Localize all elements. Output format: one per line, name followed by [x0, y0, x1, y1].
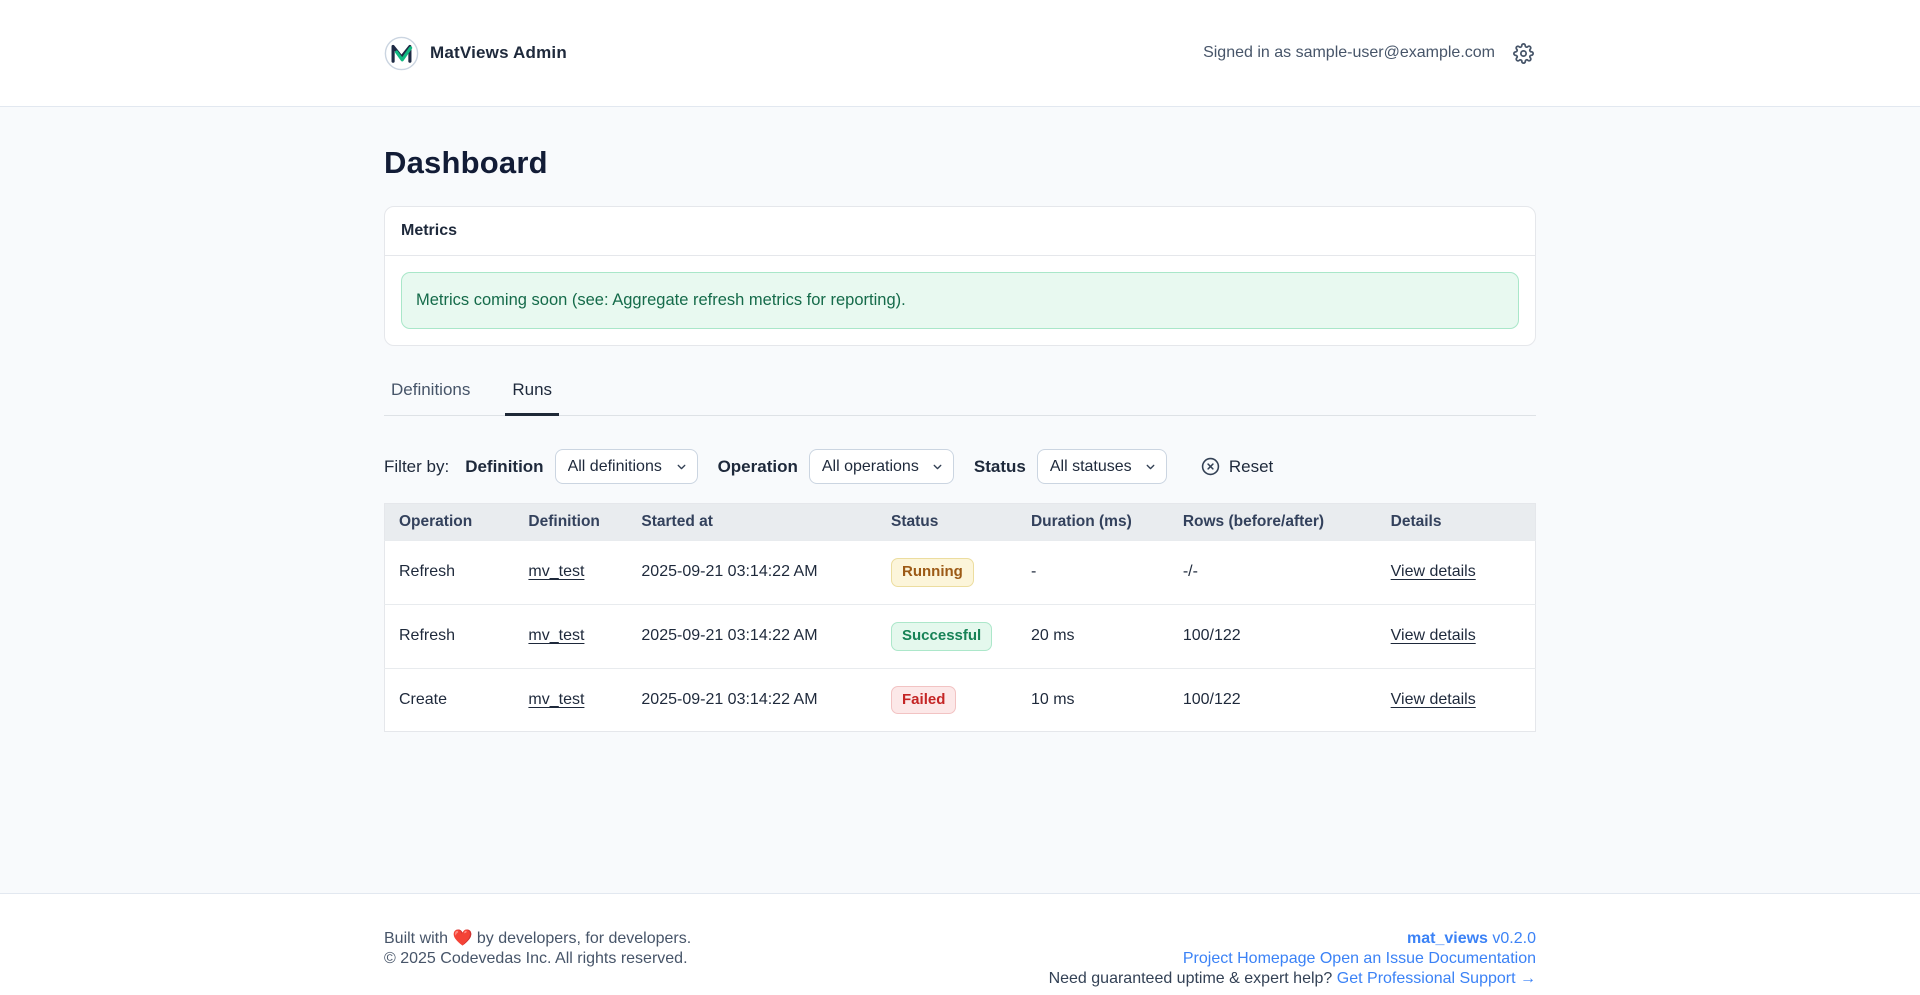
- col-started-at: Started at: [627, 503, 878, 541]
- table-row: Create mv_test 2025-09-21 03:14:22 AM Fa…: [384, 667, 1536, 732]
- started-at-cell: 2025-09-21 03:14:22 AM: [627, 540, 878, 605]
- table-header-row: Operation Definition Started at Status D…: [384, 503, 1536, 541]
- version-line: mat_views v0.2.0: [1049, 929, 1536, 949]
- professional-support-link[interactable]: Get Professional Support →: [1336, 970, 1536, 987]
- project-homepage-link[interactable]: Project Homepage: [1182, 950, 1316, 967]
- col-status: Status: [877, 503, 1017, 541]
- heart-icon: ❤️: [452, 930, 473, 947]
- built-with-line: Built with ❤️ by developers, for develop…: [384, 930, 692, 947]
- view-details-link[interactable]: View details: [1390, 627, 1476, 645]
- operation-filter-label: Operation: [717, 456, 798, 476]
- support-prefix: Need guaranteed uptime & expert help?: [1048, 970, 1333, 987]
- filter-by-label: Filter by:: [384, 456, 450, 476]
- matviews-logo-icon: [384, 36, 419, 70]
- operation-filter-select[interactable]: All operations: [808, 449, 954, 484]
- definition-link[interactable]: mv_test: [528, 690, 585, 708]
- metrics-card: Metrics Metrics coming soon (see: Aggreg…: [384, 206, 1536, 346]
- reset-filters-button[interactable]: Reset: [1201, 457, 1273, 477]
- rows-cell: 100/122: [1168, 667, 1377, 732]
- status-badge: Running: [891, 558, 974, 587]
- duration-cell: -: [1016, 540, 1169, 605]
- metrics-card-title: Metrics: [385, 207, 1535, 256]
- status-badge: Failed: [891, 685, 957, 715]
- view-details-link[interactable]: View details: [1390, 690, 1476, 708]
- duration-cell: 20 ms: [1016, 603, 1169, 668]
- rows-cell: 100/122: [1168, 603, 1377, 668]
- footer: Built with ❤️ by developers, for develop…: [0, 893, 1920, 995]
- started-at-cell: 2025-09-21 03:14:22 AM: [627, 603, 878, 668]
- view-details-link[interactable]: View details: [1390, 563, 1476, 581]
- tab-definitions[interactable]: Definitions: [384, 376, 477, 416]
- operation-cell: Create: [384, 667, 515, 732]
- brand: MatViews Admin: [384, 36, 567, 71]
- signed-in-text: Signed in as sample-user@example.com: [1203, 44, 1495, 61]
- tab-bar: Definitions Runs: [384, 376, 1536, 416]
- definition-filter-label: Definition: [465, 456, 544, 476]
- rows-cell: -/-: [1168, 540, 1377, 605]
- settings-button[interactable]: [1511, 41, 1536, 66]
- definition-filter-select[interactable]: All definitions: [554, 449, 698, 484]
- app-title: MatViews Admin: [430, 43, 567, 62]
- main-content: Dashboard Metrics Metrics coming soon (s…: [0, 107, 1920, 893]
- open-an-issue-link[interactable]: Open an Issue: [1319, 950, 1424, 967]
- project-name-link[interactable]: mat_views: [1407, 930, 1488, 947]
- app-header: MatViews Admin Signed in as sample-user@…: [0, 0, 1920, 107]
- page-title: Dashboard: [384, 145, 548, 180]
- status-filter-label: Status: [973, 456, 1026, 476]
- copyright-line: © 2025 Codevedas Inc. All rights reserve…: [384, 950, 688, 967]
- definition-link[interactable]: mv_test: [528, 563, 585, 581]
- table-row: Refresh mv_test 2025-09-21 03:14:22 AM R…: [384, 540, 1536, 605]
- operation-cell: Refresh: [384, 540, 515, 605]
- reset-label: Reset: [1228, 456, 1274, 476]
- col-details: Details: [1376, 503, 1536, 541]
- col-operation: Operation: [384, 503, 515, 541]
- x-circle-icon: [1201, 457, 1220, 476]
- col-rows: Rows (before/after): [1168, 503, 1377, 541]
- runs-table: Operation Definition Started at Status D…: [384, 503, 1536, 733]
- definition-link[interactable]: mv_test: [528, 627, 585, 645]
- duration-cell: 10 ms: [1016, 667, 1169, 732]
- tab-runs[interactable]: Runs: [505, 376, 560, 416]
- started-at-cell: 2025-09-21 03:14:22 AM: [627, 667, 878, 732]
- col-duration: Duration (ms): [1016, 503, 1169, 541]
- col-definition: Definition: [514, 503, 628, 541]
- support-line: Need guaranteed uptime & expert help? Ge…: [1049, 969, 1536, 989]
- version-link[interactable]: v0.2.0: [1492, 930, 1536, 947]
- filter-bar: Filter by: Definition All definitions Op…: [384, 449, 1536, 484]
- status-badge: Successful: [891, 621, 993, 651]
- gear-icon: [1513, 42, 1534, 64]
- status-filter-select[interactable]: All statuses: [1036, 449, 1167, 484]
- table-row: Refresh mv_test 2025-09-21 03:14:22 AM S…: [384, 603, 1536, 668]
- operation-cell: Refresh: [384, 603, 515, 668]
- metrics-coming-soon-banner: Metrics coming soon (see: Aggregate refr…: [401, 272, 1519, 329]
- documentation-link[interactable]: Documentation: [1428, 950, 1536, 967]
- footer-links-line: Project Homepage Open an Issue Documenta…: [1049, 949, 1536, 969]
